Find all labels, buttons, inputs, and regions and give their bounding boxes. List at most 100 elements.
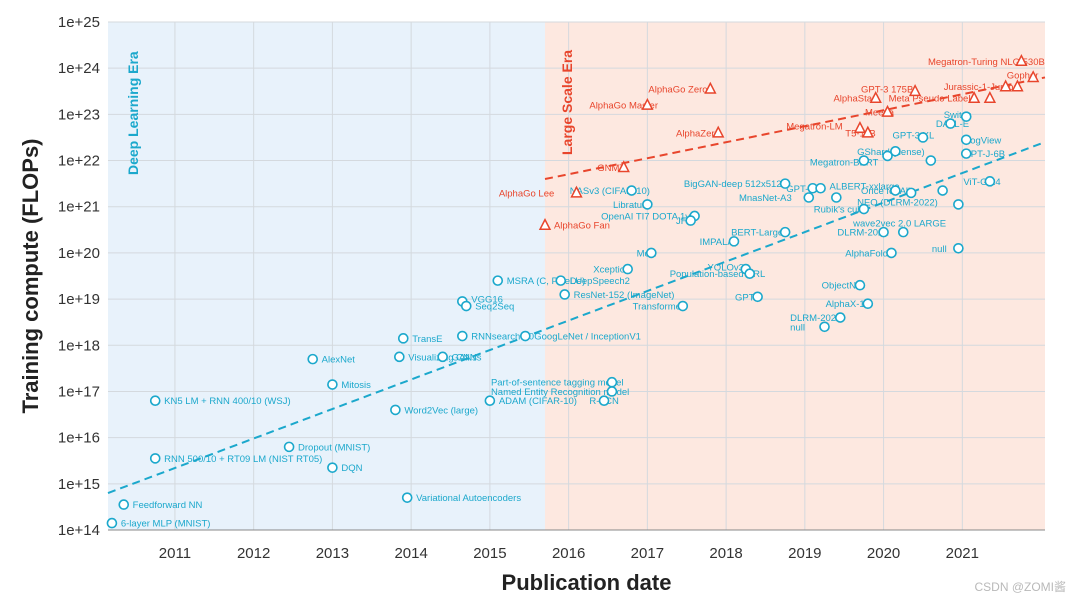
point-label: RNNsearch-50 — [471, 332, 534, 343]
data-point-circle — [984, 176, 996, 187]
point-label: Once for All — [861, 186, 910, 197]
point-label: GoogLeNet / InceptionV1 — [534, 332, 641, 343]
large-scale-era-label: Large Scale Era — [559, 50, 575, 155]
data-point-circle — [327, 462, 338, 473]
point-label: ViT-G/14 — [963, 177, 1000, 188]
x-tick-label: 2014 — [394, 545, 427, 562]
point-label: Xception — [593, 265, 630, 276]
data-point-circle — [520, 330, 531, 342]
point-label: null — [790, 322, 805, 333]
point-label: GNMT — [597, 163, 625, 174]
data-point-circle — [831, 192, 842, 203]
y-tick-label: 1e+20 — [58, 245, 100, 262]
data-point-circle — [886, 247, 897, 259]
data-point-circle — [752, 291, 763, 303]
data-point-circle — [854, 279, 866, 291]
y-tick-label: 1e+21 — [58, 199, 100, 216]
point-label: null — [932, 244, 947, 255]
data-point-circle — [779, 226, 791, 238]
point-label: ResNet-152 (ImageNet) — [574, 290, 675, 301]
data-point-circle — [457, 330, 468, 342]
point-label: AlphaGo Fan — [554, 221, 610, 232]
x-tick-label: 2015 — [473, 545, 506, 562]
point-label: DLRM-2021 — [837, 228, 888, 239]
y-tick-label: 1e+19 — [58, 291, 100, 308]
watermark: CSDN @ZOMI酱 — [974, 580, 1066, 594]
large-scale-era-region — [545, 22, 1045, 530]
data-point-circle — [960, 111, 972, 122]
data-point-circle — [646, 247, 657, 259]
data-point-circle — [803, 192, 815, 203]
data-point-circle — [953, 242, 964, 254]
deep-learning-trend-line — [107, 141, 1046, 494]
point-label: ObjectNet — [822, 281, 865, 292]
era-backgrounds — [108, 22, 1045, 530]
point-label: T5-11B — [845, 128, 875, 139]
data-point-circle — [149, 395, 161, 406]
point-label: Meena — [865, 108, 895, 119]
point-label: GANs — [452, 352, 478, 363]
data-point-circle — [677, 300, 689, 312]
point-label: AlphaGo Lee — [499, 188, 554, 199]
data-point-circle — [118, 499, 130, 510]
y-tick-label: 1e+15 — [58, 476, 100, 493]
point-label: GPT-J-6B — [963, 149, 1005, 160]
data-point-circle — [598, 395, 610, 406]
point-label: Rubik's cube — [814, 205, 868, 216]
data-point-circle — [858, 155, 870, 166]
data-point-circle — [953, 199, 964, 210]
large-scale-trend-line — [544, 76, 1046, 180]
data-point-triangle — [1015, 54, 1028, 67]
y-tick-label: 1e+24 — [58, 60, 100, 77]
y-tick-label: 1e+18 — [58, 337, 100, 354]
point-label: IMPALA — [700, 237, 735, 248]
x-tick-label: 2013 — [316, 545, 349, 562]
data-point-triangle — [999, 79, 1012, 92]
point-label: Megatron-BERT — [810, 157, 879, 168]
point-label: GPT-3 XL — [893, 131, 935, 142]
data-point-circle — [862, 298, 874, 310]
point-label: BERT-Large — [731, 228, 783, 239]
point-labels: 6-layer MLP (MNIST) Feedforward NN RNN 500… — [121, 57, 1045, 530]
data-point-circle — [492, 275, 504, 286]
x-tick-label: 2020 — [867, 545, 900, 562]
point-label: Part-of-sentence tagging model — [491, 378, 624, 389]
point-label: Meta Pseudo Labels — [889, 94, 976, 105]
point-label: 6-layer MLP (MNIST) — [121, 519, 211, 530]
data-point-triangle — [1027, 70, 1040, 83]
point-label: Megatron-LM — [786, 121, 843, 132]
data-point-triangle — [861, 125, 875, 138]
point-label: RNN 500/10 + RT09 LM (NIST RT05) — [164, 454, 322, 465]
point-label: Feedforward NN — [133, 500, 203, 511]
data-point-triangle — [967, 90, 981, 103]
y-tick-label: 1e+14 — [58, 522, 100, 539]
point-label: ALBERT-xxlarge — [830, 181, 900, 192]
deep-learning-era-label: Deep Learning Era — [125, 51, 141, 175]
point-label: Variational Autoencoders — [416, 493, 521, 504]
point-label: KN5 LM + RNN 400/10 (WSJ) — [164, 396, 290, 407]
point-label: DQN — [341, 463, 362, 474]
data-point-circle — [555, 275, 567, 286]
data-point-triangle — [869, 90, 882, 103]
point-label: AlphaStar — [833, 94, 875, 105]
point-label: MSRA (C, PReLU) — [507, 276, 586, 287]
point-label: Seq2Seq — [475, 302, 514, 313]
data-point-circle — [394, 351, 405, 363]
data-point-circle — [307, 353, 319, 365]
data-point-triangle — [1011, 79, 1024, 92]
point-label: Megatron-Turing NLG 530B — [928, 57, 1045, 68]
x-tick-label: 2019 — [788, 545, 821, 562]
data-point-circle — [397, 333, 409, 344]
data-point-circle — [878, 226, 889, 238]
data-point-circle — [905, 187, 917, 199]
y-tick-label: 1e+22 — [58, 153, 100, 170]
data-point-circle — [626, 185, 637, 196]
data-point-circle — [925, 155, 937, 166]
data-point-circle — [401, 492, 413, 503]
data-points — [106, 54, 1040, 529]
data-point-triangle — [712, 125, 725, 138]
point-label: CogView — [963, 135, 1001, 146]
data-point-triangle — [704, 81, 717, 94]
data-point-circle — [460, 300, 472, 312]
data-point-circle — [484, 395, 496, 406]
